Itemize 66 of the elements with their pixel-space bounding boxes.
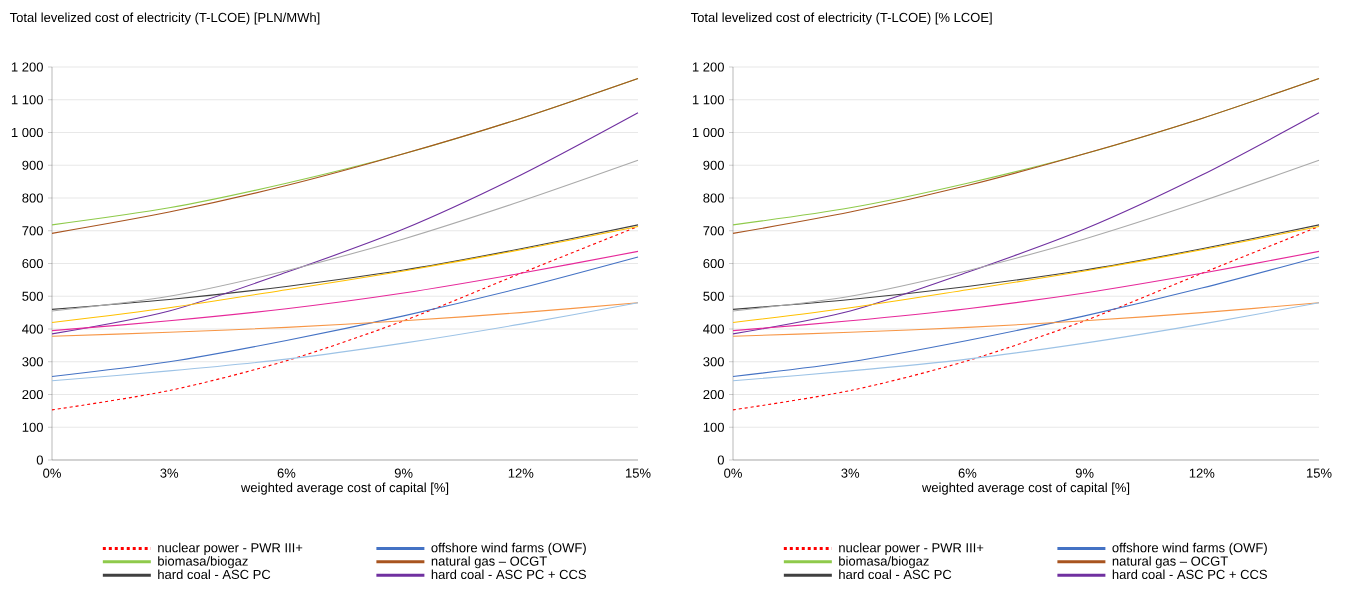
y-tick-label: 200	[703, 389, 724, 400]
legend-label: offshore wind farms (OWF)	[1112, 542, 1267, 555]
y-tick-label: 0	[717, 455, 724, 465]
line-series	[51, 302, 639, 382]
y-tick-label: 700	[703, 226, 724, 236]
y-tick-label: 200	[22, 389, 43, 400]
line-series	[732, 256, 1320, 378]
legend-label: nuclear power - PWR III+	[839, 542, 984, 555]
x-tick-label: 12%	[508, 468, 534, 478]
line-series	[51, 250, 639, 332]
y-tick-label: 1 000	[11, 127, 43, 138]
x-axis-title: weighted average cost of capital [%]	[240, 482, 449, 495]
x-tick-label: 6%	[277, 468, 296, 478]
line-series	[732, 159, 1320, 312]
line-series	[732, 302, 1320, 382]
legend-label: hard coal - ASC PC + CCS	[1112, 569, 1267, 580]
x-tick-label: 9%	[394, 468, 413, 478]
x-tick-label: 6%	[958, 468, 977, 478]
x-tick-label: 12%	[1189, 468, 1215, 478]
legend-label: biomasa/biogaz	[839, 556, 929, 569]
chart-title: Total levelized cost of electricity (T-LCOE) [PLN/MWh]	[9, 12, 320, 25]
y-tick-label: 1 200	[11, 62, 43, 72]
y-tick-label: 1 100	[11, 95, 43, 105]
y-tick-label: 300	[22, 357, 43, 367]
y-tick-label: 500	[22, 291, 43, 301]
y-tick-label: 600	[703, 258, 724, 269]
y-tick-label: 300	[703, 357, 724, 367]
line-series	[51, 302, 639, 337]
line-series	[51, 159, 639, 312]
x-tick-label: 15%	[625, 468, 651, 478]
x-tick-label: 3%	[841, 468, 860, 478]
line-series	[732, 250, 1320, 332]
y-tick-label: 900	[703, 160, 724, 170]
y-tick-label: 0	[36, 455, 43, 465]
legend-label: hard coal - ASC PC + CCS	[431, 569, 586, 580]
x-tick-label: 3%	[160, 468, 179, 478]
legend-label: natural gas – OCGT	[1112, 556, 1228, 569]
y-tick-label: 700	[22, 226, 43, 236]
y-tick-label: 500	[703, 291, 724, 301]
line-series	[51, 256, 639, 378]
x-tick-label: 0%	[724, 468, 742, 478]
x-tick-label: 9%	[1075, 468, 1094, 478]
chart-title: Total levelized cost of electricity (T-LCOE) [% LCOE]	[690, 12, 992, 25]
legend-label: offshore wind farms (OWF)	[431, 542, 586, 555]
y-tick-label: 100	[703, 422, 724, 432]
legend-label: hard coal - ASC PC	[158, 569, 271, 580]
y-tick-label: 1 000	[692, 127, 724, 138]
y-tick-label: 100	[22, 422, 43, 432]
y-tick-label: 900	[22, 160, 43, 170]
y-tick-label: 1 200	[692, 62, 724, 72]
line-series	[732, 112, 1320, 335]
x-tick-label: 15%	[1306, 468, 1332, 478]
x-tick-label: 0%	[43, 468, 61, 478]
y-tick-label: 1 100	[692, 95, 724, 105]
y-tick-label: 400	[22, 324, 43, 334]
legend-label: biomasa/biogaz	[158, 556, 248, 569]
x-axis-title: weighted average cost of capital [%]	[921, 482, 1130, 495]
legend-label: hard coal - ASC PC	[839, 569, 952, 580]
y-tick-label: 400	[703, 324, 724, 334]
legend-label: natural gas – OCGT	[431, 556, 547, 569]
y-tick-label: 800	[703, 193, 724, 203]
y-tick-label: 800	[22, 193, 43, 203]
line-series	[51, 112, 639, 335]
y-tick-label: 600	[22, 258, 43, 269]
legend-label: nuclear power - PWR III+	[158, 542, 303, 555]
line-series	[732, 302, 1320, 337]
